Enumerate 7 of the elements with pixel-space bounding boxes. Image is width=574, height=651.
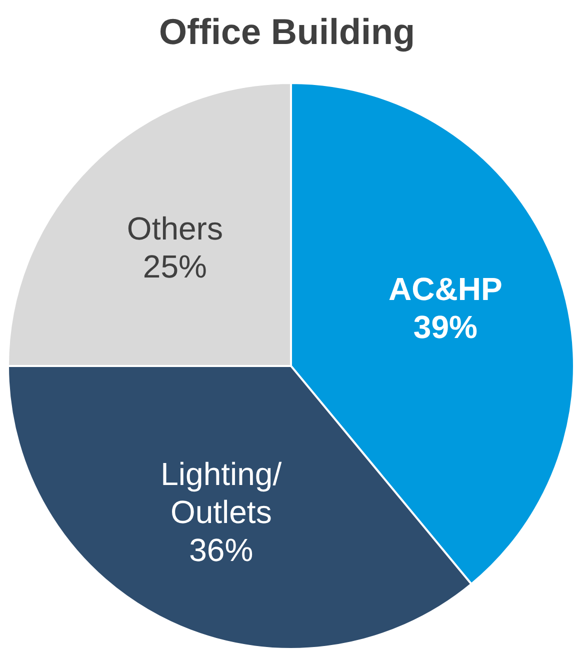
slice-label: Others: [126, 210, 223, 246]
data-label: 39%: [413, 308, 478, 345]
data-label: 25%: [142, 248, 207, 284]
data-label: 36%: [189, 532, 254, 568]
slice-label: Lighting/ Outlets: [160, 456, 282, 530]
chart-title: Office Building: [159, 11, 415, 52]
slice-label: AC&HP: [388, 270, 502, 307]
